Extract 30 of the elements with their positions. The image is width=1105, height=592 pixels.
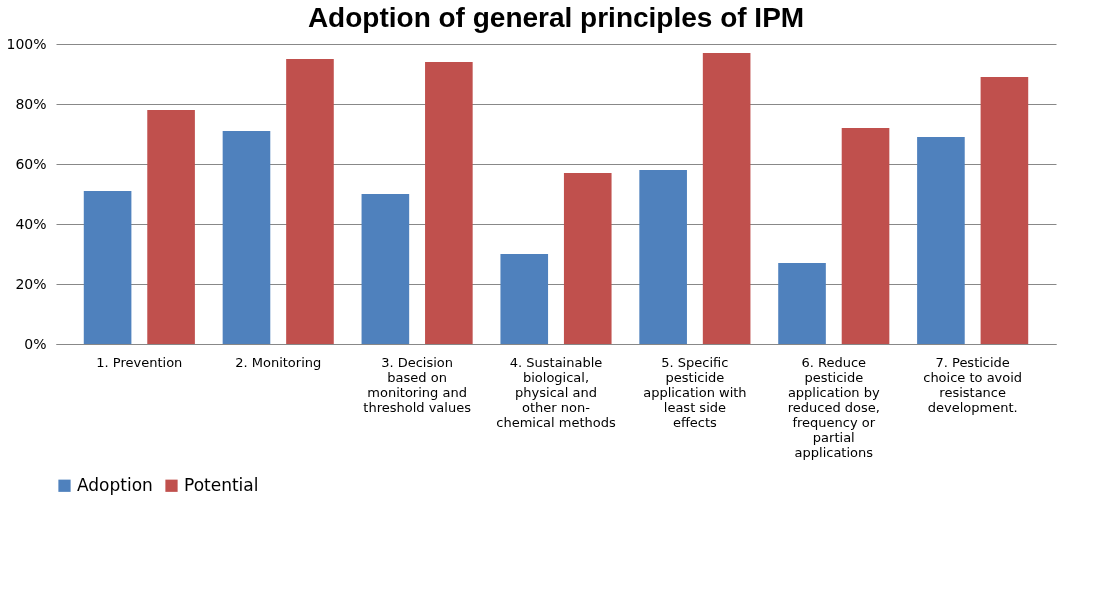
y-tick-label: 0% [24, 335, 47, 352]
x-tick-label: 2. Monitoring [235, 354, 322, 370]
x-tick-label: 6. Reduce pesticide application by reduced dose, frequency or partial applications [787, 354, 880, 460]
bar [147, 110, 195, 344]
bar [639, 170, 687, 344]
x-tick-label: 4. Sustainable biological, physical and other non-chemical methods [496, 354, 616, 430]
bar [917, 137, 965, 344]
bar [778, 263, 826, 344]
bar [500, 254, 549, 344]
chart-title: Adoption of general principles of IPM [307, 2, 805, 33]
bar [286, 59, 334, 344]
bar [563, 173, 612, 344]
x-tick-label: 3. Decision based on monitoring and threshold values [363, 354, 472, 415]
y-tick-label: 20% [15, 275, 47, 292]
y-tick-label: 60% [15, 155, 47, 172]
bar [222, 131, 271, 344]
y-tick-label: 40% [15, 215, 47, 232]
bar [980, 77, 1029, 344]
y-tick-label: 100% [6, 35, 47, 52]
bar [83, 191, 132, 344]
bar [841, 128, 890, 344]
legend-label: Potential [184, 474, 259, 495]
x-tick-label: 5. Specific pesticide application with least side effects [643, 354, 747, 430]
bar [425, 62, 473, 344]
bar [361, 194, 410, 344]
legend-label: Adoption [77, 474, 153, 495]
y-tick-label: 80% [15, 95, 47, 112]
bar [702, 53, 751, 344]
x-tick-label: 7. Pesticide choice to avoid resistance development. [923, 354, 1023, 415]
x-tick-label: 1. Prevention [96, 354, 183, 370]
